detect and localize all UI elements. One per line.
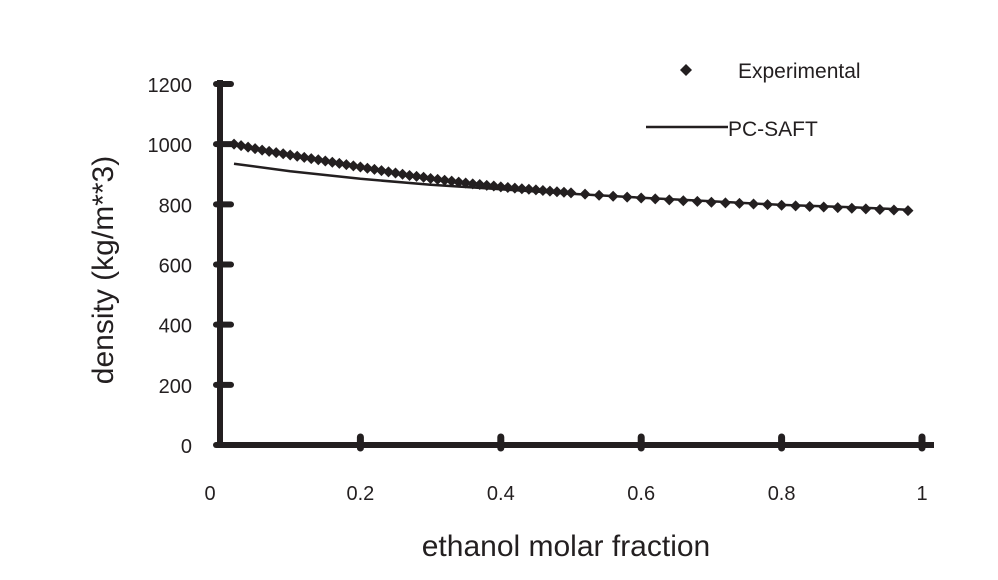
experimental-point <box>361 162 373 174</box>
x-tick-label: 0.4 <box>487 483 515 505</box>
experimental-point <box>481 179 493 191</box>
experimental-point <box>312 154 324 166</box>
y-tick-label: 1200 <box>148 75 193 97</box>
experimental-point <box>762 199 774 211</box>
experimental-point <box>404 169 416 181</box>
experimental-point <box>832 202 844 214</box>
experimental-point <box>649 193 661 205</box>
experimental-point <box>270 147 282 159</box>
y-axis-title: density (kg/m**3) <box>87 156 120 384</box>
experimental-point <box>460 177 472 189</box>
y-tick-label: 400 <box>159 316 192 338</box>
legend-experimental-marker <box>680 64 692 76</box>
tick-labels: 0 200 400 600 800 1000 1200 0 0.2 0.4 0.6 0.8 1 <box>148 75 928 505</box>
experimental-point <box>530 184 542 196</box>
experimental-point <box>776 199 788 211</box>
experimental-point <box>537 184 549 196</box>
experimental-point <box>635 192 647 204</box>
experimental-point <box>705 196 717 208</box>
experimental-point <box>305 153 317 165</box>
experimental-point <box>558 186 570 198</box>
experimental-point <box>347 160 359 172</box>
experimental-point <box>277 148 289 160</box>
experimental-point <box>860 203 872 215</box>
y-tick-label: 200 <box>159 376 192 398</box>
experimental-point <box>888 204 900 216</box>
experimental-point <box>523 183 535 195</box>
experimental-point <box>691 195 703 207</box>
experimental-point <box>397 168 409 180</box>
experimental-point <box>579 188 591 200</box>
experimental-point <box>326 156 338 168</box>
experimental-point <box>467 178 479 190</box>
experimental-point <box>228 138 240 150</box>
experimental-point <box>677 195 689 207</box>
experimental-point <box>663 194 675 206</box>
experimental-point <box>256 144 268 156</box>
experimental-series <box>228 138 914 217</box>
experimental-point <box>509 182 521 194</box>
experimental-point <box>425 172 437 184</box>
x-axis-title: ethanol molar fraction <box>422 530 711 563</box>
experimental-point <box>333 157 345 169</box>
experimental-point <box>804 200 816 212</box>
experimental-point <box>390 167 401 179</box>
experimental-point <box>291 150 303 162</box>
x-tick-label: 0.2 <box>346 483 374 505</box>
experimental-point <box>432 173 444 185</box>
experimental-point <box>439 174 451 186</box>
experimental-point <box>453 176 465 188</box>
experimental-point <box>818 201 830 213</box>
experimental-point <box>516 183 528 195</box>
pc-saft-series <box>233 162 909 211</box>
y-tick-label: 600 <box>159 256 192 278</box>
axes <box>216 80 934 448</box>
experimental-point <box>340 159 352 171</box>
experimental-point <box>495 181 507 193</box>
experimental-point <box>418 171 430 183</box>
experimental-point <box>298 151 310 163</box>
experimental-point <box>263 145 275 157</box>
experimental-point <box>488 180 500 192</box>
legend-pc-saft-label: PC-SAFT <box>728 118 818 141</box>
legend-experimental-label: Experimental <box>738 60 861 83</box>
experimental-point <box>382 166 394 178</box>
experimental-point <box>748 198 760 210</box>
experimental-point <box>319 155 331 167</box>
x-tick-label: 0.8 <box>768 483 796 505</box>
experimental-point <box>607 190 619 202</box>
experimental-point <box>593 189 605 201</box>
experimental-point <box>368 163 380 175</box>
experimental-point <box>902 205 914 217</box>
experimental-point <box>790 200 802 212</box>
experimental-point <box>621 191 633 203</box>
experimental-point <box>846 202 858 214</box>
experimental-point <box>249 143 261 155</box>
experimental-point <box>235 140 247 152</box>
y-tick-label: 800 <box>159 195 192 217</box>
experimental-point <box>733 197 745 209</box>
experimental-point <box>242 141 254 153</box>
experimental-point <box>502 181 514 193</box>
tick-marks <box>213 81 926 452</box>
experimental-point <box>446 175 458 187</box>
experimental-point <box>411 170 423 182</box>
x-tick-label: 0 <box>204 483 215 505</box>
experimental-point <box>284 149 296 161</box>
y-tick-label: 0 <box>181 436 192 458</box>
experimental-point <box>474 178 486 190</box>
x-tick-label: 0.6 <box>627 483 655 505</box>
pc-saft-line <box>233 162 909 211</box>
experimental-point <box>719 197 731 209</box>
experimental-point <box>375 165 387 177</box>
experimental-point <box>551 186 563 198</box>
y-tick-label: 1000 <box>148 135 193 157</box>
experimental-point <box>354 161 366 173</box>
experimental-point <box>874 203 886 215</box>
legend: Experimental PC-SAFT <box>646 60 861 141</box>
experimental-point <box>565 187 577 199</box>
x-tick-label: 1 <box>916 483 927 505</box>
experimental-point <box>544 185 556 197</box>
